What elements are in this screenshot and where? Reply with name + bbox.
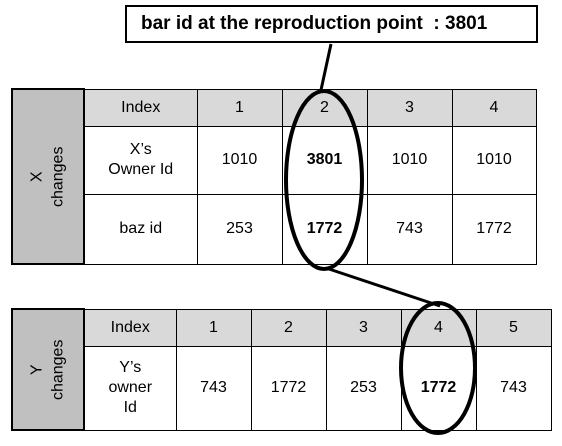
y-index-header: Index bbox=[83, 308, 177, 347]
callout-label: bar id at the reproduction point bbox=[141, 13, 423, 34]
y-side-line2: changes bbox=[49, 339, 66, 400]
x-index-header: Index bbox=[83, 88, 198, 127]
y-index-3: 3 bbox=[325, 308, 402, 347]
x-baz-id-3: 743 bbox=[366, 193, 453, 265]
y-index-4: 4 bbox=[400, 308, 477, 347]
y-owner-id-5: 743 bbox=[475, 345, 552, 431]
reproduction-point-callout: bar id at the reproduction point : 3801 bbox=[125, 5, 538, 43]
y-index-1: 1 bbox=[175, 308, 252, 347]
x-side-line2: changes bbox=[49, 146, 66, 207]
x-owner-id-4: 1010 bbox=[451, 125, 537, 195]
x-owner-id-label: X’s Owner Id bbox=[83, 125, 198, 195]
y-owner-id-2: 1772 bbox=[250, 345, 327, 431]
callout-value: 3801 bbox=[445, 13, 488, 34]
y-owner-id-3: 253 bbox=[325, 345, 402, 431]
x-index-4: 4 bbox=[451, 88, 537, 127]
x-baz-id-2: 1772 bbox=[281, 193, 368, 265]
callout-connector-line bbox=[319, 43, 333, 91]
y-owner-id-1: 743 bbox=[175, 345, 252, 431]
x-owner-id-2: 3801 bbox=[281, 125, 368, 195]
x-index-3: 3 bbox=[366, 88, 453, 127]
x-baz-id-label: baz id bbox=[83, 193, 198, 265]
x-owner-id-3: 1010 bbox=[366, 125, 453, 195]
x-owner-id-1: 1010 bbox=[196, 125, 283, 195]
callout-separator: : bbox=[422, 13, 445, 34]
x-index-2: 2 bbox=[281, 88, 368, 127]
y-side-line1: Y bbox=[28, 364, 46, 375]
y-index-5: 5 bbox=[475, 308, 552, 347]
y-owner-id-label: Y’s owner Id bbox=[83, 345, 177, 431]
x-index-1: 1 bbox=[196, 88, 283, 127]
x-baz-id-4: 1772 bbox=[451, 193, 537, 265]
x-side-line1: X bbox=[28, 171, 46, 182]
x-to-y-connector-line bbox=[325, 266, 441, 308]
x-baz-id-1: 253 bbox=[196, 193, 283, 265]
y-index-2: 2 bbox=[250, 308, 327, 347]
y-owner-id-4: 1772 bbox=[400, 345, 477, 431]
